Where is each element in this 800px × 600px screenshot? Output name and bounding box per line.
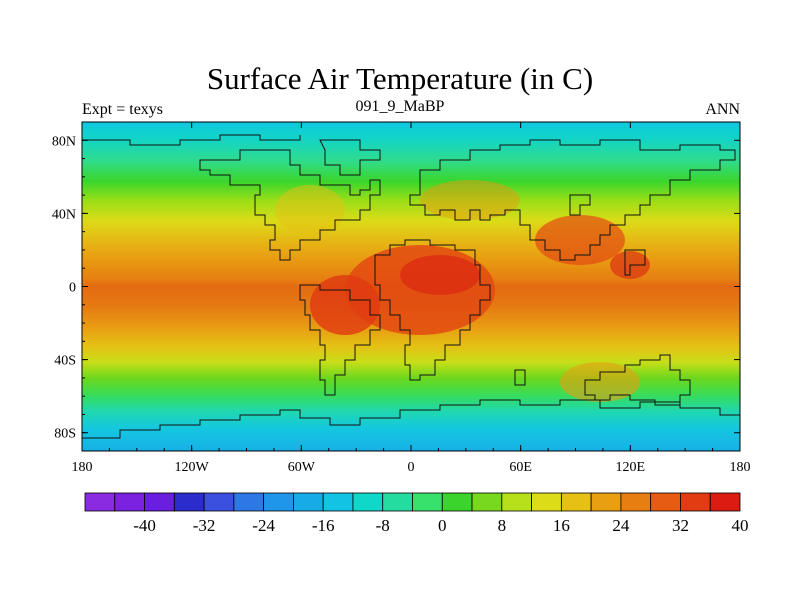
colorbar: -40 -32 -24 -16 -8 0 8 16 24 32 40 [84, 492, 749, 535]
x-tick-label: 180 [72, 460, 93, 475]
colorbar-swatch [709, 492, 741, 512]
y-tick-label: 40S [54, 354, 76, 369]
colorbar-label: 40 [732, 516, 749, 535]
colorbar-swatch [590, 492, 622, 512]
colorbar-swatch [233, 492, 265, 512]
colorbar-swatch [412, 492, 443, 512]
antarctica-coastline [82, 399, 740, 439]
y-axis-ticks: 80N 40N 0 40S 80S [52, 121, 740, 452]
colorbar-swatch [263, 492, 294, 512]
colorbar-swatch [114, 492, 145, 512]
australia-coastline [584, 354, 691, 406]
colorbar-swatch [173, 492, 205, 512]
south-america-coastline [299, 284, 381, 396]
x-tick-label: 120E [616, 460, 646, 475]
colorbar-swatch [501, 492, 532, 512]
colorbar-swatch [382, 492, 413, 512]
x-tick-label: 60W [288, 460, 316, 475]
x-axis-ticks: 180 120W 60W 0 60E 120E 180 [72, 122, 751, 475]
colorbar-swatch [560, 492, 592, 512]
colorbar-swatch [144, 492, 175, 512]
y-tick-label: 80S [54, 427, 76, 442]
greenland-coastline [319, 139, 381, 176]
colorbar-swatch [352, 492, 384, 512]
africa-coastline [374, 239, 491, 381]
colorbar-swatch [84, 492, 116, 512]
colorbar-label: -16 [312, 516, 335, 535]
colorbar-label: 8 [498, 516, 507, 535]
map-plot-area [82, 122, 740, 451]
x-tick-label: 180 [730, 460, 751, 475]
colorbar-swatch [203, 492, 235, 512]
island-1 [569, 194, 591, 216]
europe-asia-coastline [409, 139, 736, 261]
island-3 [514, 369, 526, 386]
coastlines [82, 134, 740, 439]
australia-warm-region [560, 362, 640, 402]
colorbar-label: -24 [252, 516, 275, 535]
timeslice-label: 091_9_MaBP [355, 98, 445, 115]
colorbar-label: 0 [438, 516, 447, 535]
x-tick-label: 0 [408, 460, 415, 475]
colorbar-label: 32 [672, 516, 689, 535]
season-label: ANN [705, 101, 740, 118]
south-asia-hot-region [535, 215, 625, 265]
colorbar-swatch [680, 492, 711, 512]
y-tick-label: 80N [52, 134, 76, 149]
north-america-coastline [199, 149, 381, 261]
africa-core-hot-region [400, 255, 480, 295]
y-tick-label: 0 [69, 281, 76, 296]
plot-title: Surface Air Temperature (in C) [206, 61, 594, 96]
experiment-label: Expt = texys [82, 101, 164, 118]
colorbar-swatch [471, 492, 503, 512]
colorbar-swatch [322, 492, 354, 512]
y-tick-label: 40N [52, 207, 76, 222]
colorbar-swatch [650, 492, 681, 512]
colorbar-label: -40 [133, 516, 156, 535]
x-tick-label: 120W [175, 460, 210, 475]
x-tick-label: 60E [509, 460, 532, 475]
colorbar-label: 24 [612, 516, 630, 535]
colorbar-swatch [441, 492, 473, 512]
colorbar-swatch [293, 492, 324, 512]
colorbar-swatch [531, 492, 562, 512]
colorbar-label: -32 [193, 516, 216, 535]
colorbar-label: 16 [553, 516, 570, 535]
colorbar-label: -8 [376, 516, 390, 535]
island-2 [624, 249, 646, 276]
colorbar-swatch [620, 492, 652, 512]
arctic-coastline [82, 134, 301, 146]
north-america-warm-region [275, 185, 345, 235]
